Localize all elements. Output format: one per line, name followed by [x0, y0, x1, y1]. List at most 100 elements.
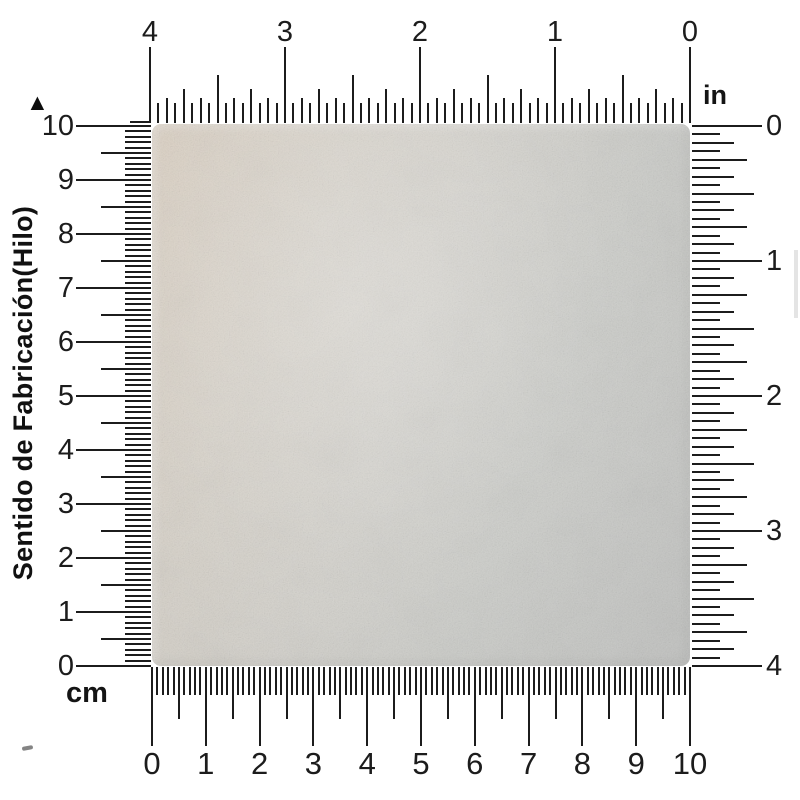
- ruler-tick: [125, 243, 151, 246]
- ruler-tick: [267, 98, 270, 123]
- ruler-tick: [125, 254, 151, 257]
- ruler-tick: [528, 103, 531, 123]
- ruler-tick: [619, 667, 622, 695]
- ruler-tick: [692, 428, 747, 431]
- ruler-tick: [76, 503, 151, 505]
- ruler-tick: [692, 226, 747, 229]
- ruler-label: 3: [304, 746, 323, 781]
- ruler-tick: [371, 667, 374, 695]
- ruler-tick: [692, 546, 734, 549]
- ruler-tick: [692, 454, 720, 457]
- ruler-tick: [125, 405, 151, 408]
- ruler-label: 0: [681, 16, 699, 48]
- ruler-tick: [692, 597, 754, 600]
- ruler-tick: [350, 667, 353, 695]
- ruler-tick: [692, 167, 720, 170]
- ruler-tick: [651, 667, 654, 695]
- ruler-tick: [680, 103, 683, 123]
- ruler-tick: [125, 546, 151, 549]
- ruler-tick: [692, 386, 720, 389]
- ruler-label: 7: [57, 272, 74, 304]
- ruler-tick: [516, 667, 519, 695]
- ruler-tick: [655, 89, 658, 123]
- ruler-tick: [527, 667, 530, 746]
- ruler-tick: [280, 667, 283, 695]
- ruler-label: 10: [672, 746, 708, 781]
- ruler-tick: [419, 47, 421, 123]
- ruler-tick: [125, 200, 151, 203]
- ruler-tick: [436, 667, 439, 695]
- ruler-tick: [435, 98, 438, 123]
- ruler-tick: [317, 89, 320, 123]
- ruler-label: 2: [766, 380, 783, 412]
- ruler-tick: [532, 667, 535, 695]
- ruler-tick: [125, 578, 151, 581]
- ruler-tick: [441, 667, 444, 695]
- ruler-tick: [559, 667, 562, 695]
- ruler-tick: [520, 89, 523, 123]
- ruler-tick: [597, 667, 600, 695]
- ruler-tick: [125, 627, 151, 630]
- ruler-tick: [692, 470, 720, 473]
- ruler-tick: [692, 513, 734, 516]
- ruler-tick: [586, 667, 589, 695]
- ruler-tick: [570, 667, 573, 695]
- ruler-tick: [258, 103, 261, 123]
- ruler-tick: [587, 89, 590, 123]
- ruler-tick: [562, 103, 565, 123]
- ruler-tick: [662, 667, 665, 719]
- ruler-tick: [125, 540, 151, 543]
- ruler-tick: [125, 621, 151, 624]
- ruler-tick: [692, 665, 762, 667]
- ruler-tick: [692, 487, 720, 490]
- ruler-tick: [452, 667, 455, 695]
- ruler-tick: [301, 667, 304, 695]
- ruler-label: 2: [57, 542, 74, 574]
- ruler-tick: [269, 667, 272, 695]
- ruler-tick: [359, 103, 362, 123]
- ruler-tick: [382, 667, 385, 695]
- ruler-tick: [125, 400, 151, 403]
- ruler-tick: [125, 216, 151, 219]
- ruler-tick: [182, 89, 185, 123]
- ruler-tick: [469, 98, 472, 123]
- ruler-tick: [692, 479, 734, 482]
- ruler-tick: [581, 667, 584, 746]
- ruler-tick: [667, 667, 670, 695]
- ruler-tick: [290, 667, 293, 695]
- ruler-tick: [125, 605, 151, 608]
- scan-edge-strip: [794, 250, 798, 318]
- ruler-tick: [101, 314, 151, 316]
- ruler-tick: [161, 667, 164, 695]
- ruler-tick: [692, 175, 734, 178]
- ruler-tick: [692, 243, 734, 246]
- ruler-label: 5: [57, 380, 74, 412]
- ruler-tick: [215, 667, 218, 695]
- ruler-tick: [629, 667, 632, 695]
- scan-artifact-mark: [21, 745, 34, 751]
- ruler-tick: [263, 667, 266, 695]
- ruler-tick: [317, 667, 320, 695]
- ruler-tick: [692, 285, 720, 288]
- ruler-tick: [285, 667, 288, 719]
- ruler-tick: [125, 427, 151, 430]
- ruler-tick: [258, 667, 261, 746]
- ruler-tick: [125, 643, 151, 646]
- ruler-tick: [174, 103, 177, 123]
- ruler-tick: [125, 589, 151, 592]
- ruler-tick: [339, 667, 342, 719]
- ruler-label: 8: [57, 218, 74, 250]
- ruler-tick: [376, 667, 379, 695]
- ruler-tick: [410, 103, 413, 123]
- ruler-tick: [565, 667, 568, 695]
- ruler-tick: [125, 438, 151, 441]
- ruler-tick: [692, 158, 747, 161]
- ruler-tick: [613, 103, 616, 123]
- ruler-tick: [76, 287, 151, 289]
- cm-unit-label: cm: [66, 677, 108, 709]
- ruler-tick: [511, 667, 514, 695]
- ruler-tick: [692, 310, 734, 313]
- ruler-tick: [125, 308, 151, 311]
- ruler-tick: [125, 497, 151, 500]
